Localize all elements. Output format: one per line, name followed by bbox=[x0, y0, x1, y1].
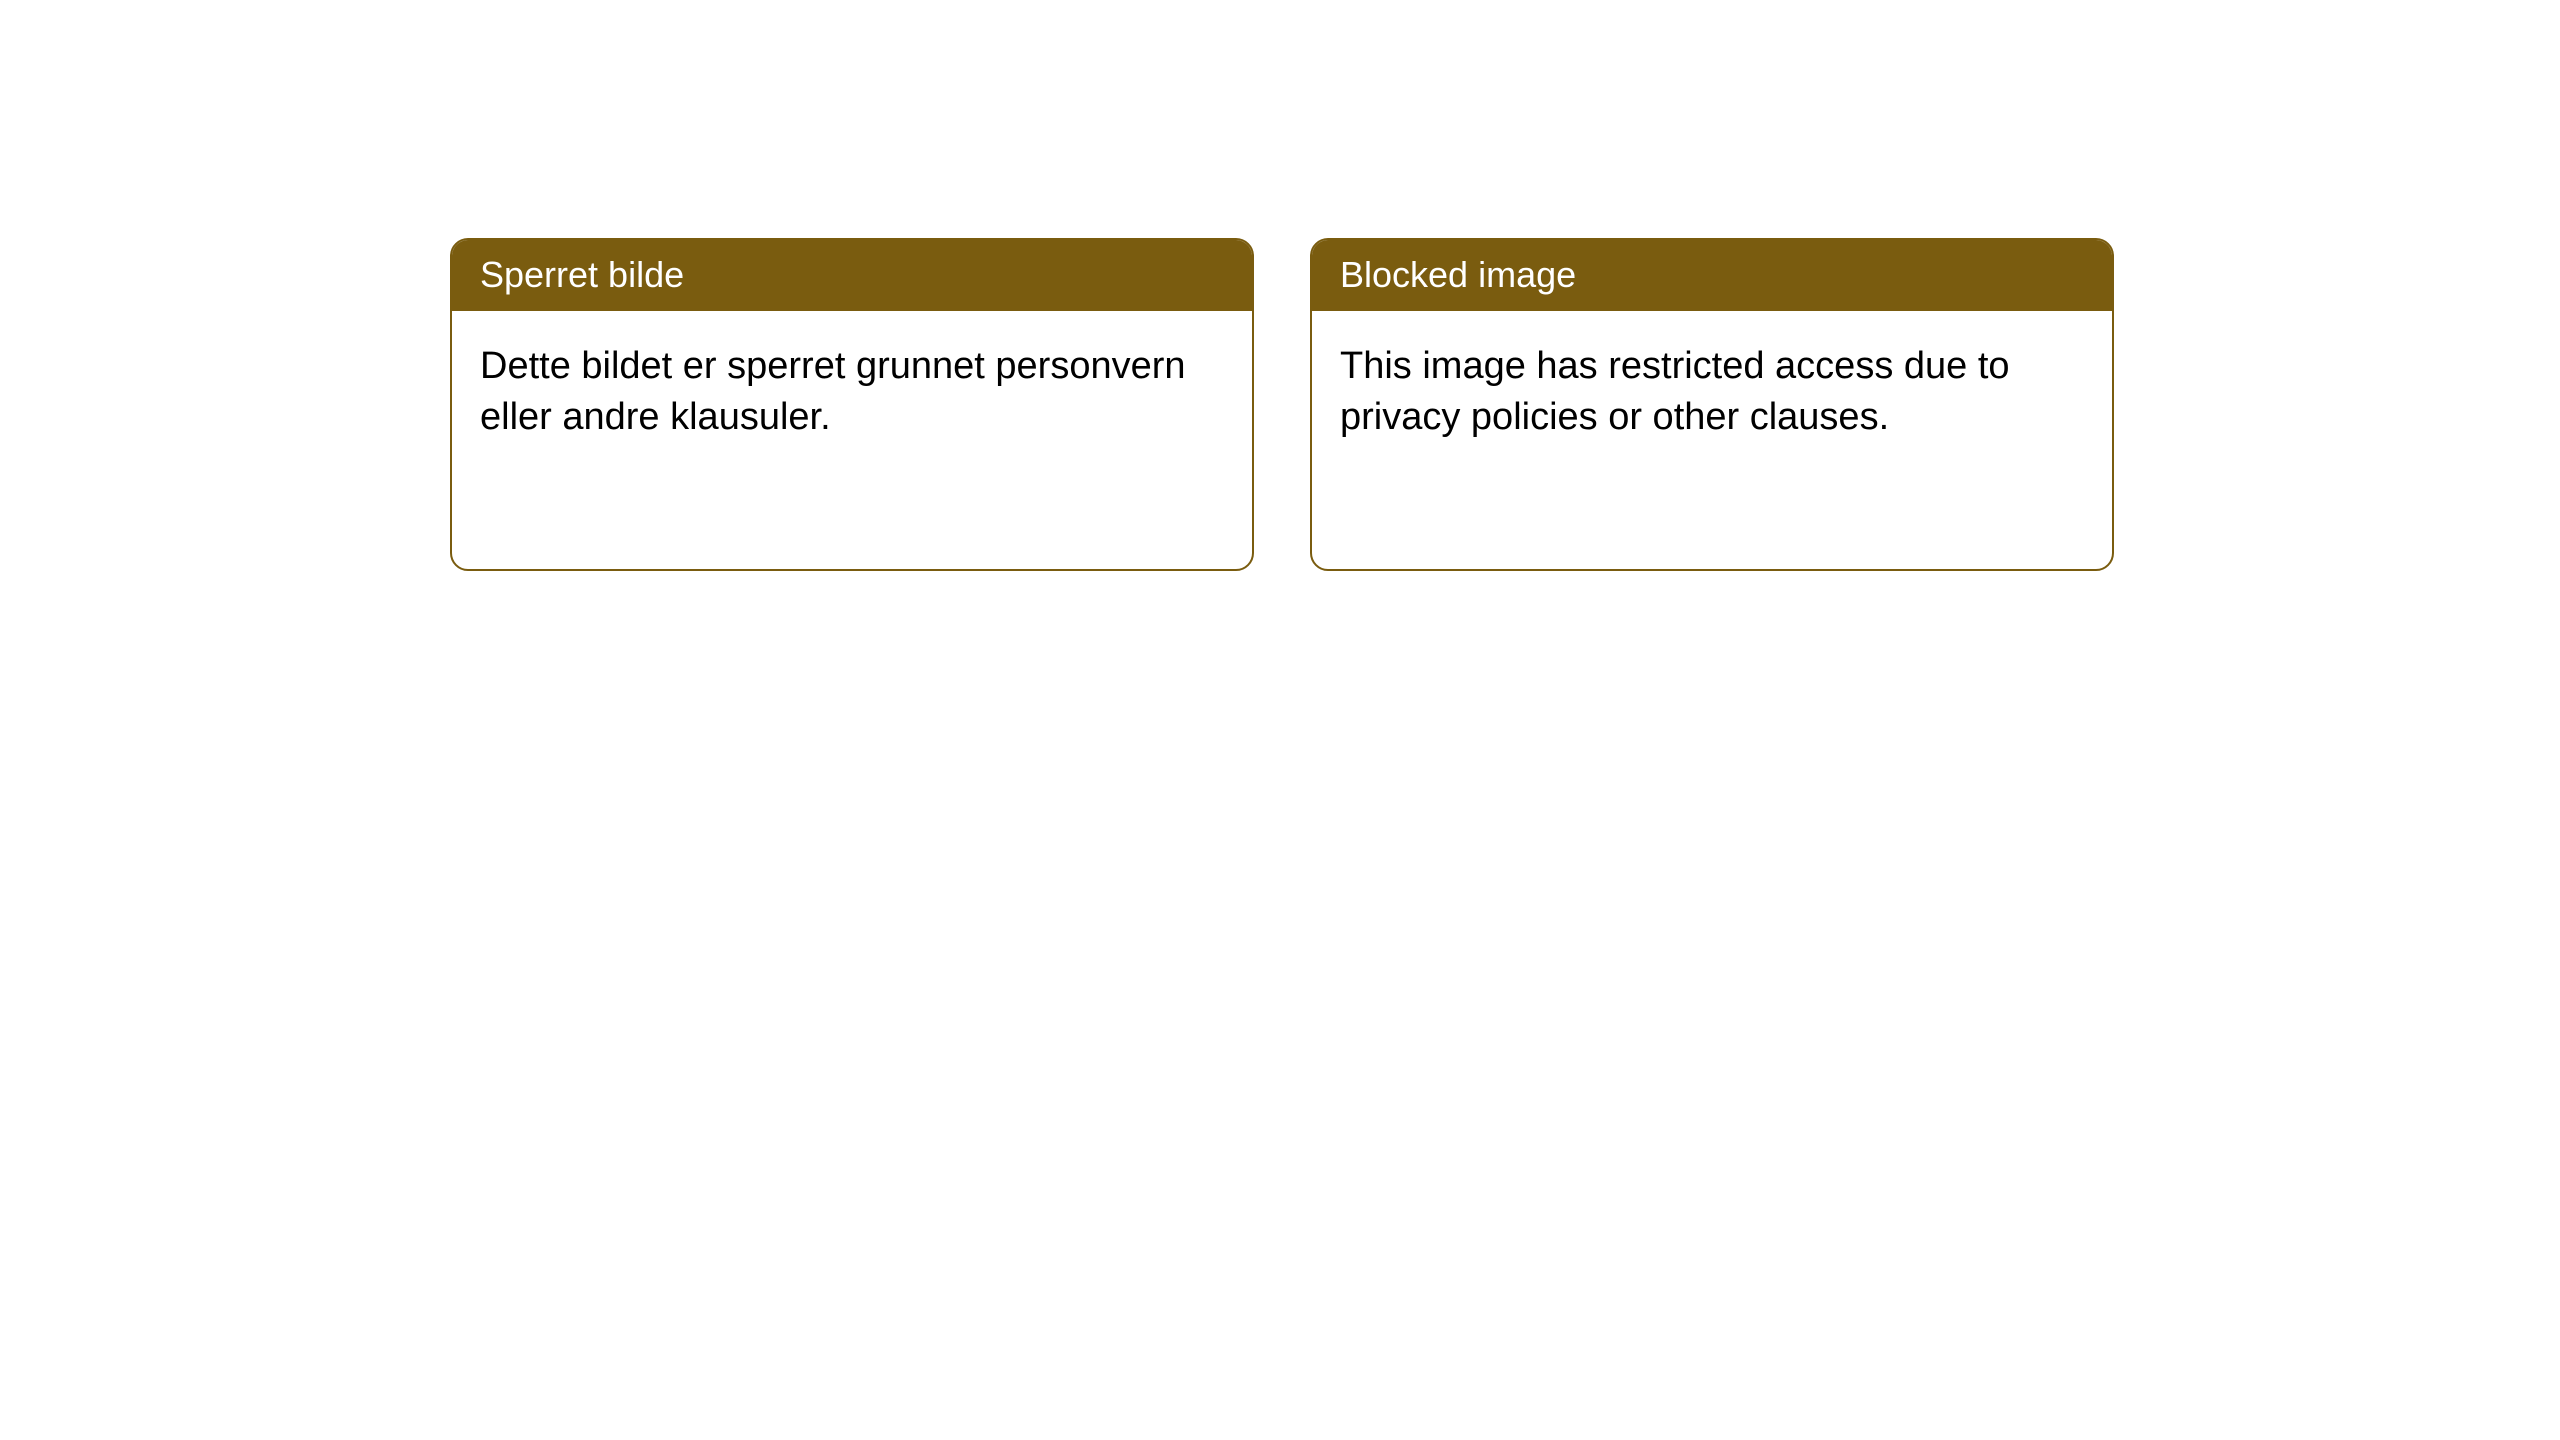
notice-title: Blocked image bbox=[1340, 254, 1576, 295]
notice-cards-container: Sperret bilde Dette bildet er sperret gr… bbox=[450, 238, 2114, 571]
notice-card-header: Sperret bilde bbox=[452, 240, 1252, 311]
notice-card-body: This image has restricted access due to … bbox=[1312, 311, 2112, 474]
notice-title: Sperret bilde bbox=[480, 254, 684, 295]
notice-card-english: Blocked image This image has restricted … bbox=[1310, 238, 2114, 571]
notice-body-text: This image has restricted access due to … bbox=[1340, 345, 2010, 438]
notice-card-body: Dette bildet er sperret grunnet personve… bbox=[452, 311, 1252, 474]
notice-card-norwegian: Sperret bilde Dette bildet er sperret gr… bbox=[450, 238, 1254, 571]
notice-card-header: Blocked image bbox=[1312, 240, 2112, 311]
notice-body-text: Dette bildet er sperret grunnet personve… bbox=[480, 345, 1186, 438]
